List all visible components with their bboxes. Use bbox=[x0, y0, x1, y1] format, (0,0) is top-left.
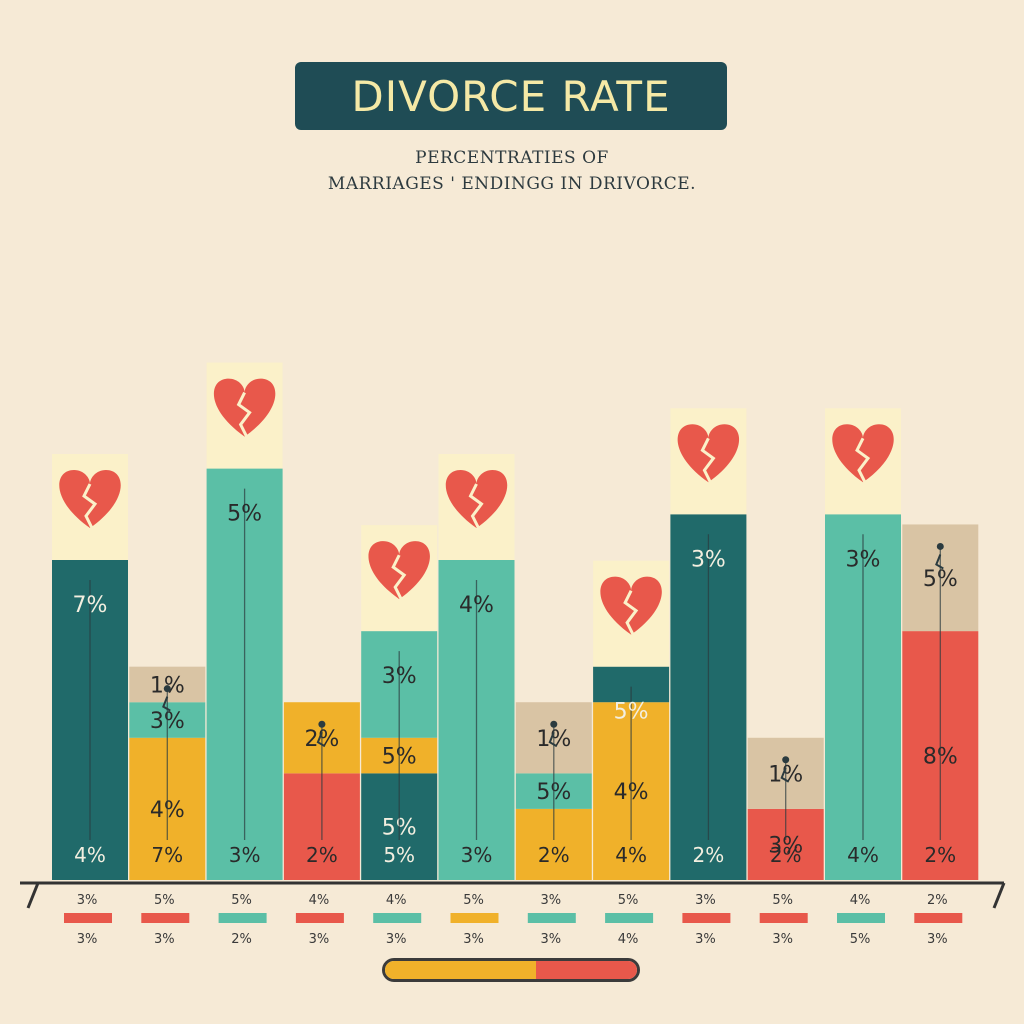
bar-6-top-label: 4% bbox=[459, 593, 494, 618]
bar-12-axis-label-a: 2% bbox=[927, 893, 948, 908]
bar-10-bottom-label: 2% bbox=[770, 843, 802, 867]
bar-1-axis-label-b: 3% bbox=[77, 932, 98, 947]
bar-8-swatch bbox=[605, 913, 654, 923]
bar-12-axis-label-b: 3% bbox=[927, 932, 948, 947]
progress-fill-red bbox=[536, 961, 637, 979]
bar-3-axis-label-b: 2% bbox=[231, 932, 252, 947]
bar-2-axis-label-b: 3% bbox=[154, 932, 175, 947]
bar-1-swatch bbox=[64, 913, 112, 923]
axis-left-tick bbox=[26, 882, 40, 909]
bar-5-bottom-label: 5% bbox=[383, 843, 415, 867]
bar-3-top-label: 5% bbox=[227, 502, 262, 527]
bar-11-top-label: 3% bbox=[846, 547, 881, 572]
bar-8-bottom-label: 4% bbox=[615, 843, 647, 867]
chart-title: DIVORCE RATE bbox=[351, 71, 671, 121]
bar-8-axis-label-b: 4% bbox=[618, 932, 639, 947]
bar-11-axis-label-a: 4% bbox=[850, 893, 871, 908]
bar-10-swatch bbox=[759, 913, 808, 923]
bar-11-axis-label-b: 5% bbox=[850, 932, 871, 947]
progress-bar bbox=[382, 958, 640, 982]
bar-3-axis-label-a: 5% bbox=[231, 893, 252, 908]
pin-dot-icon bbox=[550, 720, 558, 728]
pin-needle-icon bbox=[162, 696, 171, 712]
heart-crack-line bbox=[700, 437, 716, 483]
axis-right-tick bbox=[992, 882, 1006, 909]
bar-9-swatch bbox=[682, 913, 731, 923]
heart-crack-line bbox=[236, 391, 252, 438]
bar-1-axis-label-a: 3% bbox=[77, 893, 98, 908]
heart-crack-line bbox=[82, 483, 98, 529]
bar-8-axis-label-a: 5% bbox=[618, 893, 639, 908]
pin-needle-icon bbox=[935, 554, 944, 570]
bar-3-bottom-label: 3% bbox=[229, 843, 261, 867]
bar-7-swatch bbox=[527, 913, 576, 923]
bar-9-top-label: 3% bbox=[691, 547, 726, 572]
bar-10-axis-label-a: 5% bbox=[772, 893, 793, 908]
bar-11-swatch bbox=[837, 913, 885, 923]
bar-6-axis-label-a: 5% bbox=[463, 893, 484, 908]
chart-subtitle-line-1: PERCENTRATIES OF bbox=[415, 148, 609, 168]
bar-6-axis-label-b: 3% bbox=[463, 932, 484, 947]
bar-3-swatch bbox=[218, 913, 267, 923]
bar-7-bottom-label: 2% bbox=[538, 843, 570, 867]
bar-1-bottom-label: 4% bbox=[74, 843, 106, 867]
bar-5-axis-label-a: 4% bbox=[386, 893, 407, 908]
bar-6-swatch bbox=[450, 913, 499, 923]
bar-4-axis-label-a: 4% bbox=[309, 893, 330, 908]
bar-2-bottom-label: 7% bbox=[151, 843, 183, 867]
bar-6-bottom-label: 3% bbox=[461, 843, 493, 867]
bar-5-axis-label-b: 3% bbox=[386, 932, 407, 947]
pin-needle-icon bbox=[316, 731, 326, 748]
pin-needle-icon bbox=[548, 731, 558, 748]
bar-12-bottom-label: 2% bbox=[924, 843, 956, 867]
bar-10-axis-label-b: 3% bbox=[772, 932, 793, 947]
bar-4-bottom-label: 2% bbox=[306, 843, 338, 867]
heart-crack-line bbox=[623, 589, 639, 636]
bar-4-swatch bbox=[295, 913, 344, 923]
bar-7-axis-label-a: 3% bbox=[540, 893, 561, 908]
bar-1-top-label: 7% bbox=[73, 593, 108, 618]
bar-5-swatch bbox=[373, 913, 422, 923]
progress-fill-yellow bbox=[385, 961, 537, 979]
pin-dot-icon bbox=[936, 542, 944, 550]
bar-2-swatch bbox=[141, 913, 190, 923]
bar-5-top-label: 3% bbox=[382, 664, 417, 689]
heart-crack-line bbox=[468, 483, 484, 529]
pin-dot-icon bbox=[318, 720, 326, 728]
bar-2-axis-label-a: 5% bbox=[154, 893, 175, 908]
bar-9-bottom-label: 2% bbox=[693, 843, 725, 867]
pin-dot-icon bbox=[782, 756, 790, 764]
title-banner: DIVORCE RATE bbox=[295, 62, 727, 130]
bar-11-bottom-label: 4% bbox=[847, 843, 879, 867]
bar-4-axis-label-b: 3% bbox=[309, 932, 330, 947]
bar-8-top-label: 5% bbox=[614, 700, 649, 725]
bar-9-axis-label-b: 3% bbox=[695, 932, 716, 947]
bar-12-swatch bbox=[914, 913, 963, 923]
bar-9-axis-label-a: 3% bbox=[695, 893, 716, 908]
heart-crack-line bbox=[391, 554, 407, 600]
pin-dot-icon bbox=[163, 685, 171, 693]
chart-subtitle-line-2: MARRIAGES ' ENDINGG IN DRIVORCE. bbox=[327, 174, 697, 194]
bar-7-axis-label-b: 3% bbox=[540, 932, 561, 947]
heart-crack-line bbox=[855, 437, 871, 483]
pin-needle-icon bbox=[780, 767, 790, 783]
